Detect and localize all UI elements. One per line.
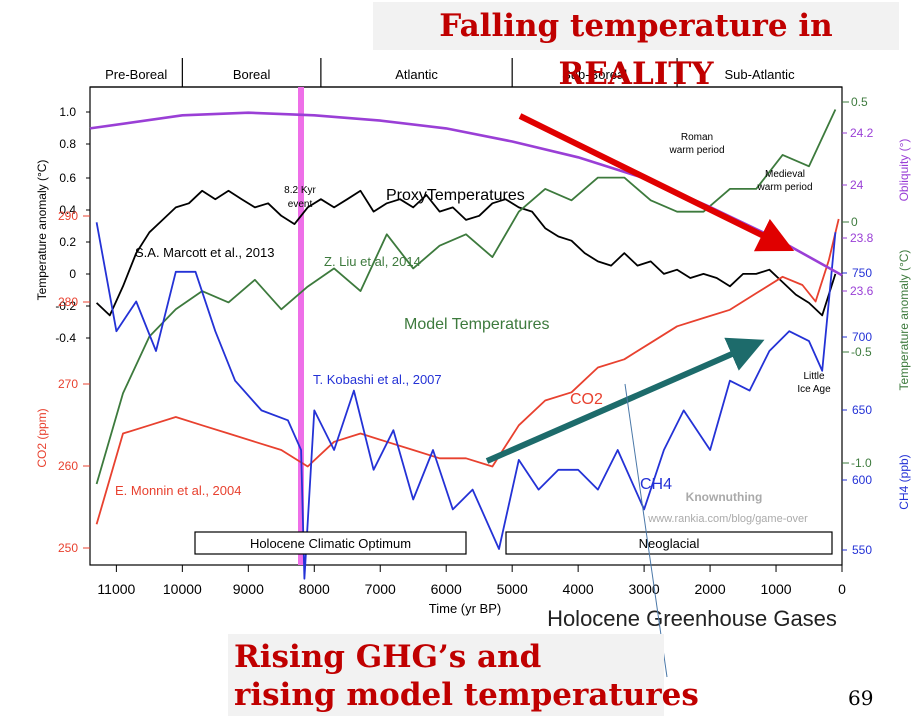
period-label: Boreal xyxy=(233,67,271,82)
left-temp-tick-label: 1.0 xyxy=(59,105,76,119)
left-co2-tick-label: 250 xyxy=(58,541,78,555)
right-obliquity-tick-label: 24.2 xyxy=(850,126,874,140)
headline-rising-ghg-line1: Rising GHG’s and xyxy=(234,639,542,675)
x-tick-label: 6000 xyxy=(431,581,462,597)
x-tick-label: 7000 xyxy=(365,581,396,597)
annotation: Roman xyxy=(681,132,713,143)
annotation: warm period xyxy=(756,182,812,193)
right-ch4-tick-label: 600 xyxy=(852,473,872,487)
annotation: CO2 xyxy=(570,391,603,408)
period-header: Pre-Boreal Boreal Atlantic Sub-Boreal Sub-At… xyxy=(90,58,842,88)
left-co2-tick-label: 280 xyxy=(58,295,78,309)
right-model-axis-title: Temperature anomaly (°C) xyxy=(897,250,911,391)
annotation: ProxyTemperatures xyxy=(386,187,525,204)
annotation: Medieval xyxy=(765,169,805,180)
period-bar xyxy=(505,531,833,555)
period-label: Pre-Boreal xyxy=(105,67,167,82)
left-co2-tick-label: 260 xyxy=(58,459,78,473)
x-tick-label: 0 xyxy=(838,581,846,597)
x-tick-label: 2000 xyxy=(694,581,725,597)
series-proxytemperatures xyxy=(95,189,837,317)
period-bar xyxy=(194,531,467,555)
headline-rising-ghg-line2: rising model temperatures xyxy=(234,677,699,713)
right-obliquity-tick-label: 24 xyxy=(850,178,864,192)
x-tick-label: 8000 xyxy=(299,581,330,597)
x-tick-label: 4000 xyxy=(563,581,594,597)
annotation: S.A. Marcott et al., 2013 xyxy=(135,245,274,260)
pointer-line xyxy=(624,383,668,678)
right-model-tick-label: 0.5 xyxy=(851,95,868,109)
x-tick-label: 1000 xyxy=(760,581,791,597)
period-label: Sub-Boreal xyxy=(562,67,627,82)
x-tick-label: 3000 xyxy=(629,581,660,597)
headline-rising-ghg: Rising GHG’s and rising model temperatur… xyxy=(228,634,699,716)
left-co2-tick-label: 270 xyxy=(58,377,78,391)
right-model-tick-label: -0.5 xyxy=(851,345,872,359)
annotation: Little xyxy=(803,371,825,382)
annotation: Model Temperatures xyxy=(404,316,550,333)
x-tick-label: 5000 xyxy=(497,581,528,597)
x-axis-title: Time (yr BP) xyxy=(429,601,501,616)
right-ch4-axis-title: CH4 (ppb) xyxy=(897,454,911,509)
series-ch4 xyxy=(95,222,837,580)
plot-frame xyxy=(89,86,843,566)
annotation: Ice Age xyxy=(797,384,831,395)
left-temp-tick-label: -0.4 xyxy=(55,331,76,345)
period-label: Sub-Atlantic xyxy=(724,67,795,82)
series-model-temperatures xyxy=(95,109,837,485)
event-label: event xyxy=(288,199,313,210)
rising-arrow xyxy=(485,337,765,464)
right-ch4-tick-label: 550 xyxy=(852,543,872,557)
annotation: warm period xyxy=(668,145,724,156)
left-temp-tick-label: 0.2 xyxy=(59,235,76,249)
right-model-tick-label: -1.0 xyxy=(851,456,872,470)
right-ch4-tick-label: 650 xyxy=(852,403,872,417)
x-tick-label: 10000 xyxy=(163,581,202,597)
left-temp-axis-title: Temperature anomaly (°C) xyxy=(35,160,49,301)
slide-number: 69 xyxy=(848,686,874,710)
x-tick-label: 9000 xyxy=(233,581,264,597)
period-label: Atlantic xyxy=(395,67,438,82)
period-bar-label: Neoglacial xyxy=(639,536,700,551)
left-temp-tick-label: -0.2 xyxy=(55,299,76,313)
right-ch4-tick-label: 750 xyxy=(852,266,872,280)
right-obliquity-tick-label: 23.8 xyxy=(850,231,874,245)
annotation: E. Monnin et al., 2004 xyxy=(115,483,241,498)
annotation: T. Kobashi et al., 2007 xyxy=(313,372,442,387)
annotation: CH4 xyxy=(640,476,672,493)
event-band-8-2-kyr xyxy=(298,87,304,565)
right-obliquity-tick-label: 23.6 xyxy=(850,284,874,298)
period-bar-label: Holocene Climatic Optimum xyxy=(250,536,411,551)
left-co2-axis-title: CO2 (ppm) xyxy=(35,408,49,467)
chart-title: Holocene Greenhouse Gases xyxy=(547,606,837,631)
left-temp-tick-label: 0.4 xyxy=(59,203,76,217)
series-co2 xyxy=(95,218,840,525)
annotation: www.rankia.com/blog/game-over xyxy=(647,513,808,525)
annotation: Knownuthing xyxy=(686,490,763,504)
event-label: 8.2 Kyr xyxy=(284,185,316,196)
right-model-tick-label: 0 xyxy=(851,215,858,229)
x-tick-label: 11000 xyxy=(97,581,135,597)
left-temp-tick-label: 0 xyxy=(69,267,76,281)
headline-falling-temperature: Falling temperature in REALITY xyxy=(373,2,899,92)
annotation: Z. Liu et al, 2014 xyxy=(324,254,421,269)
right-obliquity-axis-title: Obliquity (°) xyxy=(897,139,911,202)
right-ch4-tick-label: 700 xyxy=(852,330,872,344)
left-temp-tick-label: 0.6 xyxy=(59,171,76,185)
left-temp-tick-label: 0.8 xyxy=(59,137,76,151)
falling-arrow xyxy=(518,113,795,252)
left-co2-tick-label: 290 xyxy=(58,209,78,223)
